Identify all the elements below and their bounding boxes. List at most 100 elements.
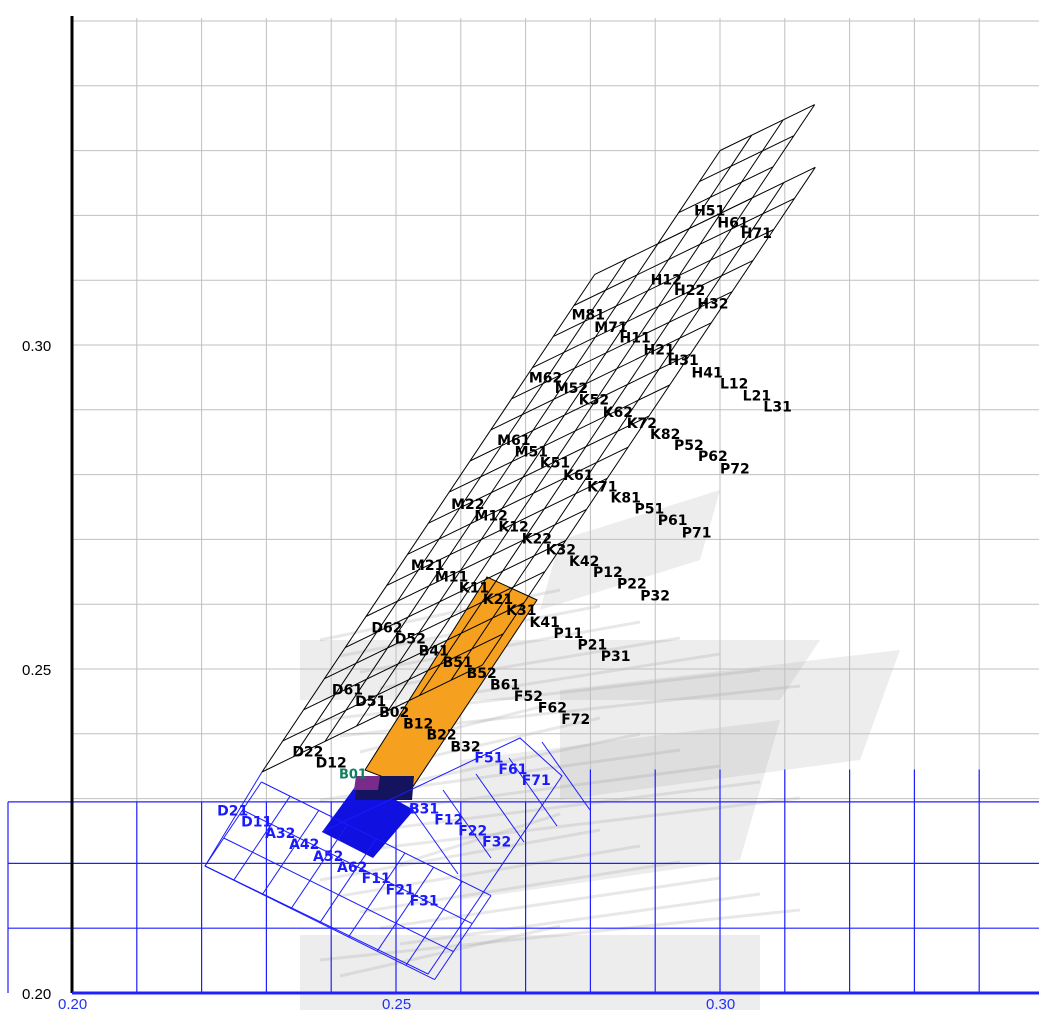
element-label-f52: F52 [514, 689, 543, 705]
element-label-h11: H11 [620, 330, 651, 346]
element-label-f32: F32 [482, 835, 511, 851]
blue-grid [7, 769, 1039, 993]
tick-labels: 0.20 0.25 0.30 0.20 0.25 0.30 [22, 338, 735, 1013]
mesh-line [409, 805, 459, 875]
mesh-line [386, 477, 608, 586]
element-label-k12: K12 [498, 520, 528, 536]
element-label-l12: L12 [720, 376, 748, 392]
element-label-p21: P21 [577, 638, 607, 654]
element-label-m12: M12 [474, 509, 507, 525]
element-label-h71: H71 [741, 226, 772, 242]
element-label-d21: D21 [217, 803, 248, 819]
element-label-f31: F31 [410, 894, 439, 910]
element-labels: H51H61H71H12H22H32M81M71H11H21H31H41L12L… [217, 203, 792, 909]
element-label-k71: K71 [587, 479, 617, 495]
element-label-p22: P22 [617, 577, 647, 593]
mesh-line [261, 810, 320, 895]
y-tick-label: 0.20 [22, 986, 51, 1003]
ghost-artifact-3 [300, 935, 760, 1010]
element-label-b31: B31 [409, 802, 439, 818]
element-label-p72: P72 [720, 461, 750, 477]
element-label-d62: D62 [371, 621, 402, 637]
mesh-line [434, 895, 492, 980]
mesh-line [751, 104, 816, 199]
ghost-streak-14 [399, 812, 561, 866]
mesh-line [319, 838, 377, 924]
element-label-k31: K31 [506, 603, 536, 619]
mesh-line [573, 197, 795, 306]
element-label-a42: A42 [289, 837, 319, 853]
element-label-f21: F21 [386, 883, 415, 899]
mesh-line [223, 837, 454, 953]
element-label-f12: F12 [434, 813, 463, 829]
mesh-line [303, 602, 525, 711]
element-label-m11: M11 [435, 570, 468, 586]
mesh-line [282, 633, 504, 742]
element-label-f62: F62 [538, 700, 567, 716]
element-label-a62: A62 [337, 860, 367, 876]
mesh-line [242, 809, 473, 925]
blue-mesh-outline [204, 737, 563, 975]
element-label-h41: H41 [691, 365, 722, 381]
element-label-m62: M62 [529, 371, 562, 387]
element-label-f11: F11 [362, 871, 391, 887]
element-label-m52: M52 [555, 381, 588, 397]
element-label-d61: D61 [332, 682, 363, 698]
element-label-k82: K82 [650, 427, 680, 443]
element-label-p61: P61 [658, 513, 688, 529]
element-label-h21: H21 [644, 343, 675, 359]
element-label-b32: B32 [450, 739, 480, 755]
element-label-p71: P71 [682, 525, 712, 541]
element-label-k81: K81 [610, 490, 640, 506]
mesh-line [532, 260, 754, 369]
mesh-line [233, 795, 291, 881]
mesh-line [376, 866, 435, 952]
element-label-d22: D22 [292, 744, 323, 760]
ghost-artifact-2 [460, 720, 780, 900]
element-label-f22: F22 [458, 824, 487, 840]
element-label-k52: K52 [579, 393, 609, 409]
mesh-line [657, 197, 753, 245]
x-tick-label: 0.25 [382, 996, 411, 1013]
mesh-line [490, 322, 712, 431]
mesh-line [261, 781, 492, 897]
element-label-f51: F51 [474, 750, 503, 766]
mesh-line [541, 741, 591, 811]
mesh-line [348, 852, 406, 938]
element-label-m81: M81 [572, 308, 605, 324]
element-label-m71: M71 [594, 320, 627, 336]
ghost-artifact-4 [540, 490, 720, 610]
mesh-line [365, 508, 587, 617]
element-label-b02: B02 [379, 705, 409, 721]
element-label-l21: L21 [743, 389, 771, 405]
element-label-f71: F71 [522, 773, 551, 789]
mesh-line [720, 119, 784, 214]
mesh-line [699, 135, 795, 183]
mesh-line [511, 291, 733, 400]
element-label-a32: A32 [265, 826, 295, 842]
mesh-line [552, 229, 774, 338]
element-label-b01: B01 [339, 768, 367, 783]
mesh-line [405, 881, 463, 966]
mesh-line [442, 789, 492, 859]
element-label-k21: K21 [483, 592, 513, 608]
mesh-line [678, 166, 774, 214]
element-label-f72: F72 [561, 712, 590, 728]
purple-highlight-block [354, 776, 380, 790]
mesh-line [475, 773, 525, 843]
element-label-k11: K11 [459, 581, 489, 597]
element-label-h12: H12 [651, 273, 682, 289]
element-label-p12: P12 [593, 565, 623, 581]
element-label-p32: P32 [640, 588, 670, 604]
element-mesh [204, 104, 816, 981]
element-label-b51: B51 [443, 655, 473, 671]
element-label-l31: L31 [763, 400, 791, 416]
element-label-k51: K51 [540, 455, 570, 471]
mesh-line [719, 104, 815, 151]
element-label-d52: D52 [395, 632, 426, 648]
element-label-h31: H31 [668, 353, 699, 369]
element-label-b41: B41 [419, 643, 449, 659]
element-label-b22: B22 [426, 728, 456, 744]
ghost-artifact-1 [560, 650, 900, 800]
element-label-b52: B52 [467, 666, 497, 682]
